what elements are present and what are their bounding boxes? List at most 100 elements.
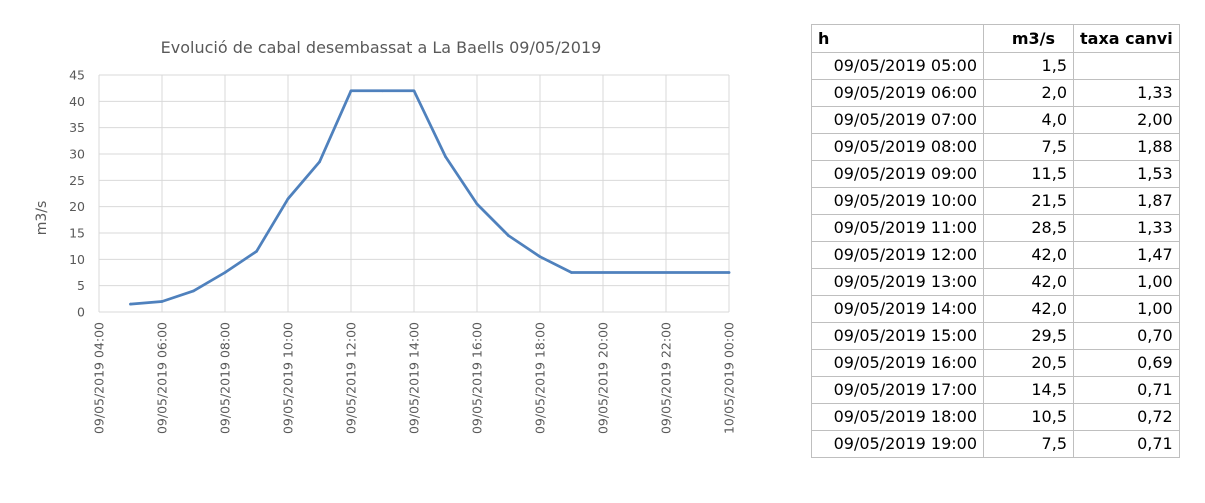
x-tick-label: 09/05/2019 20:00	[596, 322, 611, 434]
cell-hour: 09/05/2019 16:00	[811, 349, 984, 377]
y-tick-label: 35	[69, 120, 85, 135]
flow-chart: Evolució de cabal desembassat a La Baell…	[34, 38, 737, 434]
table-row: 09/05/2019 05:00 1,5	[811, 52, 1180, 80]
table-row: 09/05/2019 10:00 21,5 1,87	[811, 187, 1180, 215]
table-row: 09/05/2019 07:00 4,0 2,00	[811, 106, 1180, 134]
y-tick-label: 30	[69, 147, 85, 162]
cell-flow: 2,0	[983, 79, 1074, 107]
x-tick-label: 09/05/2019 10:00	[281, 322, 296, 434]
x-tick-label: 09/05/2019 22:00	[659, 322, 674, 434]
cell-change-rate: 1,88	[1073, 133, 1180, 161]
table-row: 09/05/2019 11:00 28,5 1,33	[811, 214, 1180, 242]
x-tick-labels: 09/05/2019 04:00 09/05/2019 06:00 09/05/20…	[92, 322, 737, 434]
cell-change-rate: 0,71	[1073, 376, 1180, 404]
cell-change-rate: 1,47	[1073, 241, 1180, 269]
cell-change-rate	[1073, 52, 1180, 80]
table-row: 09/05/2019 12:00 42,0 1,47	[811, 241, 1180, 269]
cell-change-rate: 1,33	[1073, 79, 1180, 107]
cell-flow: 4,0	[983, 106, 1074, 134]
cell-hour: 09/05/2019 14:00	[811, 295, 984, 323]
y-tick-label: 45	[69, 68, 85, 83]
y-tick-labels: 0 5 10 15 20 25 30 35 40 45	[69, 68, 85, 320]
flow-chart-svg: Evolució de cabal desembassat a La Baell…	[34, 38, 737, 434]
x-tick-label: 09/05/2019 16:00	[470, 322, 485, 434]
cell-change-rate: 1,53	[1073, 160, 1180, 188]
chart-title: Evolució de cabal desembassat a La Baell…	[161, 38, 602, 57]
data-point	[192, 289, 195, 293]
y-tick-label: 5	[77, 278, 85, 293]
cell-hour: 09/05/2019 05:00	[811, 52, 984, 80]
y-tick-label: 25	[69, 173, 85, 188]
y-tick-label: 15	[69, 226, 85, 241]
data-point	[412, 89, 416, 93]
x-tick-label: 09/05/2019 12:00	[344, 322, 359, 434]
cell-hour: 09/05/2019 10:00	[811, 187, 984, 215]
cell-flow: 21,5	[983, 187, 1074, 215]
data-point	[255, 250, 258, 253]
table-row: 09/05/2019 18:00 10,5 0,72	[811, 403, 1180, 431]
data-point	[318, 160, 321, 164]
data-point	[475, 202, 479, 206]
x-tick-label: 09/05/2019 08:00	[218, 322, 233, 434]
header-flow: m3/s	[983, 24, 1074, 53]
cell-hour: 09/05/2019 06:00	[811, 79, 984, 107]
cell-change-rate: 1,33	[1073, 214, 1180, 242]
x-tick-label: 09/05/2019 18:00	[533, 322, 548, 434]
table-row: 09/05/2019 09:00 11,5 1,53	[811, 160, 1180, 188]
x-tick-label: 09/05/2019 14:00	[407, 322, 422, 434]
cell-flow: 7,5	[983, 133, 1074, 161]
cell-flow: 42,0	[983, 295, 1074, 323]
data-point	[444, 155, 447, 158]
cell-hour: 09/05/2019 11:00	[811, 214, 984, 242]
cell-hour: 09/05/2019 13:00	[811, 268, 984, 296]
table-row: 09/05/2019 19:00 7,5 0,71	[811, 430, 1180, 458]
cell-flow: 10,5	[983, 403, 1074, 431]
x-tick-label: 09/05/2019 04:00	[92, 322, 107, 434]
cell-hour: 09/05/2019 19:00	[811, 430, 984, 458]
data-point	[160, 300, 164, 303]
cell-change-rate: 0,72	[1073, 403, 1180, 431]
series-line	[129, 89, 731, 306]
cell-hour: 09/05/2019 08:00	[811, 133, 984, 161]
x-tick-label: 10/05/2019 00:00	[722, 322, 737, 434]
cell-hour: 09/05/2019 07:00	[811, 106, 984, 134]
cell-flow: 28,5	[983, 214, 1074, 242]
cell-hour: 09/05/2019 09:00	[811, 160, 984, 188]
header-change-rate: taxa canvi	[1073, 24, 1180, 53]
data-point	[538, 255, 542, 258]
cell-hour: 09/05/2019 17:00	[811, 376, 984, 404]
cell-change-rate: 0,71	[1073, 430, 1180, 458]
cell-flow: 42,0	[983, 268, 1074, 296]
cell-change-rate: 0,70	[1073, 322, 1180, 350]
table-body: 09/05/2019 05:00 1,5 09/05/2019 06:00 2,0 1,…	[811, 52, 1180, 458]
cell-hour: 09/05/2019 15:00	[811, 322, 984, 350]
data-point	[570, 271, 573, 274]
table-row: 09/05/2019 13:00 42,0 1,00	[811, 268, 1180, 296]
cell-flow: 29,5	[983, 322, 1074, 350]
y-tick-label: 10	[69, 252, 85, 267]
cell-change-rate: 2,00	[1073, 106, 1180, 134]
table-row: 09/05/2019 14:00 42,0 1,00	[811, 295, 1180, 323]
cell-hour: 09/05/2019 18:00	[811, 403, 984, 431]
flow-data-table: h m3/s taxa canvi 09/05/2019 05:00 1,5 09/…	[811, 24, 1180, 458]
cell-flow: 20,5	[983, 349, 1074, 377]
cell-hour: 09/05/2019 12:00	[811, 241, 984, 269]
table-row: 09/05/2019 08:00 7,5 1,88	[811, 133, 1180, 161]
y-tick-label: 0	[77, 305, 85, 320]
cell-change-rate: 0,69	[1073, 349, 1180, 377]
table-row: 09/05/2019 16:00 20,5 0,69	[811, 349, 1180, 377]
series-layer	[129, 89, 731, 306]
table-row: 09/05/2019 17:00 14,5 0,71	[811, 376, 1180, 404]
data-point	[507, 234, 510, 237]
y-tick-label: 40	[69, 94, 85, 109]
gridlines	[98, 74, 730, 313]
x-tick-label: 09/05/2019 06:00	[155, 322, 170, 434]
cell-change-rate: 1,87	[1073, 187, 1180, 215]
data-point	[286, 197, 290, 201]
header-hour: h	[811, 24, 984, 53]
data-point	[349, 89, 353, 93]
cell-flow: 14,5	[983, 376, 1074, 404]
data-point	[129, 302, 132, 306]
data-point	[223, 271, 227, 274]
y-axis-label: m3/s	[34, 201, 50, 236]
